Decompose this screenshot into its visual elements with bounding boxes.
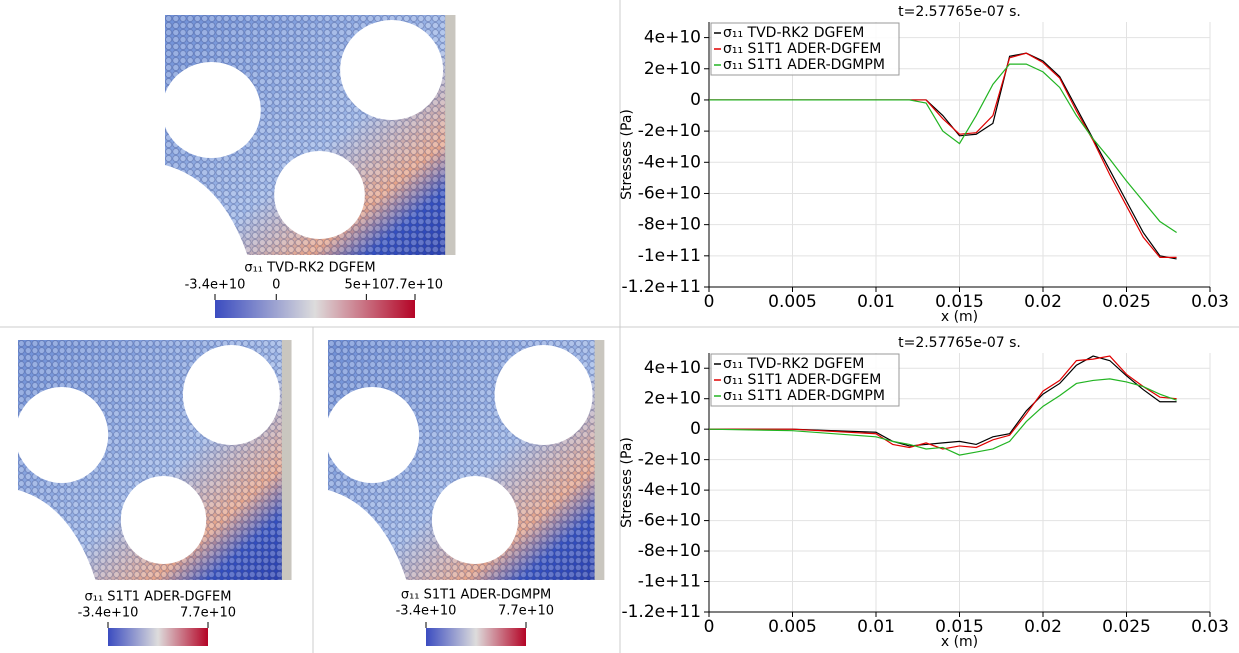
y-tick-label: -4e+10 bbox=[638, 152, 701, 172]
particle-render bbox=[15, 340, 292, 580]
x-tick-label: 0.02 bbox=[1024, 292, 1062, 312]
y-tick-label: -2e+10 bbox=[638, 450, 701, 470]
colorbar-tick-label: 0 bbox=[272, 278, 280, 293]
legend-label: σ₁₁ S1T1 ADER-DGFEM bbox=[723, 372, 881, 388]
legend-label: σ₁₁ S1T1 ADER-DGMPM bbox=[723, 388, 885, 404]
x-tick-label: 0 bbox=[704, 617, 715, 637]
x-tick-label: 0 bbox=[704, 292, 715, 312]
colorbar-tick-label: -3.4e+10 bbox=[396, 604, 457, 619]
chart-title: t=2.57765e-07 s. bbox=[898, 335, 1021, 351]
particle-render bbox=[325, 340, 605, 580]
colorbar bbox=[426, 628, 526, 646]
legend-label: σ₁₁ S1T1 ADER-DGMPM bbox=[723, 57, 885, 73]
particle-render bbox=[161, 15, 456, 255]
legend-label: σ₁₁ TVD-RK2 DGFEM bbox=[723, 356, 864, 372]
y-tick-label: -6e+10 bbox=[638, 183, 701, 203]
series-line bbox=[708, 378, 1177, 456]
y-axis-label: Stresses (Pa) bbox=[619, 437, 635, 528]
render-label: σ₁₁ TVD-RK2 DGFEM bbox=[244, 261, 375, 276]
x-axis-label: x (m) bbox=[941, 309, 978, 325]
x-tick-label: 0.03 bbox=[1191, 617, 1229, 637]
render-label: σ₁₁ S1T1 ADER-DGFEM bbox=[85, 590, 232, 605]
y-tick-label: -1.2e+11 bbox=[621, 602, 701, 622]
chart-title: t=2.57765e-07 s. bbox=[898, 4, 1021, 20]
legend-box bbox=[710, 22, 900, 76]
colorbar-tick-label: 5e+10 bbox=[344, 278, 388, 293]
y-tick-label: -6e+10 bbox=[638, 511, 701, 531]
legend-label: σ₁₁ S1T1 ADER-DGFEM bbox=[723, 41, 881, 57]
y-tick-label: -4e+10 bbox=[638, 480, 701, 500]
x-tick-label: 0.025 bbox=[1102, 292, 1151, 312]
y-tick-label: -2e+10 bbox=[638, 121, 701, 141]
x-tick-label: 0.015 bbox=[935, 617, 984, 637]
colorbar bbox=[108, 628, 208, 646]
colorbar-tick-label: 7.7e+10 bbox=[387, 278, 443, 293]
x-axis-label: x (m) bbox=[941, 634, 978, 650]
y-tick-label: 0 bbox=[690, 90, 701, 110]
colorbar-tick-label: -3.4e+10 bbox=[78, 606, 139, 621]
x-tick-label: 0.005 bbox=[768, 292, 817, 312]
x-tick-label: 0.015 bbox=[935, 292, 984, 312]
y-tick-label: -8e+10 bbox=[638, 541, 701, 561]
colorbar-tick-label: -3.4e+10 bbox=[185, 278, 246, 293]
y-tick-label: 2e+10 bbox=[644, 389, 701, 409]
x-tick-label: 0.02 bbox=[1024, 617, 1062, 637]
y-tick-label: 4e+10 bbox=[644, 358, 701, 378]
colorbar bbox=[215, 300, 415, 318]
y-tick-label: 0 bbox=[690, 419, 701, 439]
x-tick-label: 0.005 bbox=[768, 617, 817, 637]
legend-box bbox=[710, 353, 900, 407]
y-tick-label: -1.2e+11 bbox=[621, 277, 701, 297]
render-label: σ₁₁ S1T1 ADER-DGMPM bbox=[401, 588, 551, 603]
y-tick-label: 2e+10 bbox=[644, 59, 701, 79]
colorbar-tick-label: 7.7e+10 bbox=[498, 604, 554, 619]
series-line bbox=[709, 355, 1177, 450]
y-axis-label: Stresses (Pa) bbox=[619, 109, 635, 200]
y-tick-label: -1e+11 bbox=[638, 246, 701, 266]
y-tick-label: -8e+10 bbox=[638, 215, 701, 235]
y-tick-label: -1e+11 bbox=[638, 572, 701, 592]
x-tick-label: 0.01 bbox=[857, 292, 895, 312]
y-tick-label: 4e+10 bbox=[644, 28, 701, 48]
colorbar-tick-label: 7.7e+10 bbox=[180, 606, 236, 621]
series-line bbox=[709, 63, 1177, 233]
legend-label: σ₁₁ TVD-RK2 DGFEM bbox=[723, 25, 864, 41]
x-tick-label: 0.03 bbox=[1191, 292, 1229, 312]
x-tick-label: 0.025 bbox=[1102, 617, 1151, 637]
x-tick-label: 0.01 bbox=[857, 617, 895, 637]
